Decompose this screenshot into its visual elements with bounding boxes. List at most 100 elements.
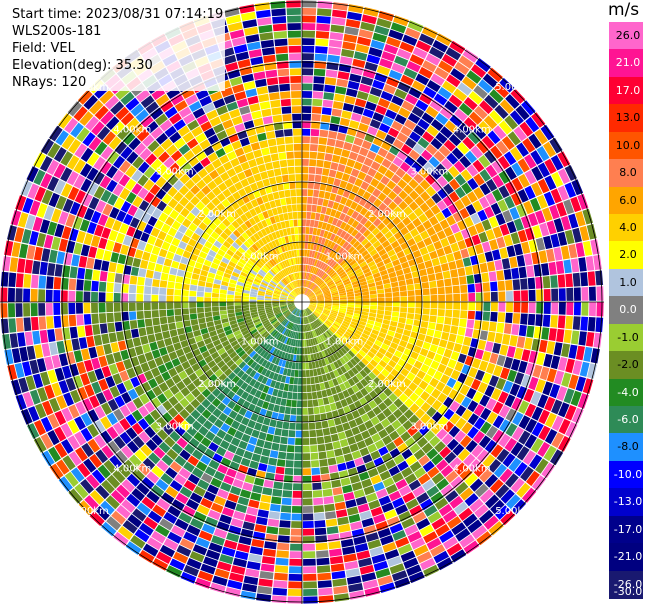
velocity-gate <box>382 116 394 127</box>
velocity-gate <box>280 295 288 298</box>
velocity-gate <box>307 291 313 297</box>
velocity-gate <box>197 312 205 319</box>
velocity-gate <box>331 292 339 296</box>
velocity-gate <box>225 14 242 25</box>
velocity-gate <box>188 437 200 449</box>
velocity-gate <box>73 350 83 363</box>
velocity-gate <box>323 309 331 313</box>
velocity-gate <box>368 214 378 223</box>
velocity-gate <box>371 433 382 443</box>
velocity-gate <box>295 280 298 288</box>
velocity-gate <box>398 190 408 200</box>
velocity-gate <box>204 297 212 302</box>
velocity-gate <box>101 227 111 239</box>
velocity-gate <box>316 557 330 566</box>
velocity-gate <box>536 194 548 209</box>
velocity-gate <box>498 291 506 302</box>
velocity-gate <box>290 282 295 289</box>
velocity-gate <box>255 262 263 269</box>
velocity-gate <box>481 321 490 331</box>
velocity-gate <box>423 564 439 577</box>
velocity-gate <box>484 439 498 453</box>
velocity-gate <box>240 590 256 600</box>
velocity-gate <box>186 382 197 392</box>
velocity-gate <box>415 289 423 296</box>
velocity-gate <box>63 339 73 353</box>
velocity-gate <box>535 458 549 474</box>
velocity-gate <box>38 303 46 316</box>
velocity-gate <box>309 303 317 306</box>
velocity-gate <box>152 279 160 287</box>
velocity-gate <box>339 117 350 127</box>
velocity-gate <box>140 335 149 345</box>
velocity-gate <box>345 342 353 350</box>
velocity-gate <box>403 67 418 80</box>
velocity-gate <box>280 304 287 307</box>
velocity-gate <box>258 383 265 392</box>
velocity-gate <box>401 334 410 342</box>
velocity-gate <box>377 306 385 311</box>
velocity-gate <box>431 388 441 399</box>
velocity-gate <box>42 400 54 416</box>
velocity-gate <box>213 495 227 506</box>
velocity-gate <box>441 433 454 446</box>
velocity-gate <box>407 531 422 543</box>
velocity-gate <box>207 236 216 245</box>
velocity-gate <box>227 372 237 381</box>
velocity-gate <box>439 339 448 348</box>
velocity-gate <box>499 223 510 236</box>
velocity-gate <box>518 415 531 430</box>
velocity-gate <box>361 264 369 271</box>
velocity-gate <box>408 571 425 584</box>
velocity-gate <box>353 332 361 339</box>
velocity-gate <box>321 334 327 341</box>
velocity-gate <box>323 496 334 505</box>
velocity-gate <box>219 336 228 343</box>
velocity-gate <box>91 302 98 313</box>
velocity-gate <box>275 323 282 330</box>
velocity-gate <box>253 446 263 455</box>
velocity-gate <box>295 242 299 249</box>
velocity-gate <box>206 321 215 328</box>
velocity-gate <box>341 446 351 455</box>
velocity-gate <box>369 332 378 340</box>
velocity-gate <box>54 264 63 277</box>
velocity-gate <box>269 317 277 323</box>
velocity-gate <box>441 331 450 341</box>
velocity-gate <box>328 39 343 48</box>
velocity-gate <box>140 444 153 457</box>
velocity-gate <box>282 278 288 285</box>
velocity-gate <box>339 383 347 392</box>
velocity-gate <box>58 113 73 129</box>
velocity-gate <box>216 392 226 402</box>
velocity-gate <box>513 302 521 313</box>
velocity-gate <box>41 189 53 205</box>
velocity-gate <box>399 161 411 173</box>
velocity-gate <box>47 142 61 159</box>
velocity-gate <box>326 267 332 274</box>
velocity-gate <box>384 231 393 240</box>
velocity-gate <box>558 168 571 184</box>
velocity-gate <box>362 302 370 306</box>
velocity-gate <box>283 289 290 294</box>
velocity-gate <box>467 225 478 237</box>
velocity-gate <box>334 93 345 102</box>
velocity-gate <box>0 271 9 287</box>
velocity-gate <box>282 309 289 315</box>
velocity-gate <box>103 250 112 262</box>
velocity-gate <box>298 377 302 385</box>
scan-info: Start time: 2023/08/31 07:14:19 WLS200s-… <box>10 6 226 91</box>
velocity-gate <box>410 351 419 360</box>
velocity-gate <box>94 506 110 521</box>
velocity-gate <box>147 537 163 551</box>
velocity-gate <box>302 189 308 196</box>
velocity-gate <box>30 303 38 317</box>
velocity-gate <box>550 315 558 328</box>
velocity-gate <box>240 178 250 188</box>
velocity-gate <box>271 207 279 216</box>
velocity-gate <box>226 264 235 272</box>
velocity-gate <box>275 287 282 292</box>
velocity-gate <box>111 121 125 135</box>
velocity-gate <box>316 368 322 376</box>
velocity-gate <box>247 259 255 267</box>
